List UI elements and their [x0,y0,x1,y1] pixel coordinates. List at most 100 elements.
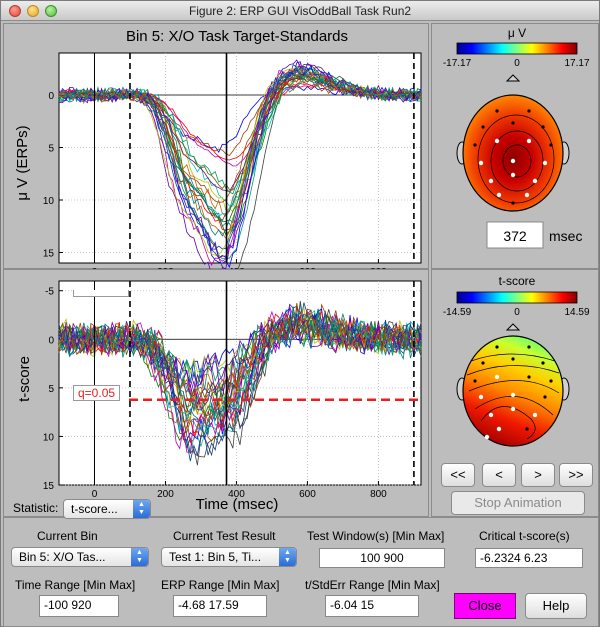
electrode-marker [495,109,499,113]
y-tick-label: 10 [43,196,55,207]
close-window-icon[interactable] [9,5,21,17]
electrode-marker [549,143,553,147]
electrode-marker [510,158,516,164]
electrode-marker [542,160,548,166]
close-button[interactable]: Close [454,593,516,619]
t-colorbar [456,291,578,304]
electrode-marker [478,394,484,400]
y-tick-label: 5 [48,144,54,155]
y-tick-label: 15 [43,249,55,260]
electrode-marker [541,125,545,129]
x-tick-label: 0 [92,489,98,500]
y-tick-label: 10 [43,432,55,443]
electrode-marker [532,178,538,184]
erp-colorbar-title: μ V [508,26,526,40]
electrode-marker [481,125,485,129]
electrode-marker [488,178,494,184]
y-tick-label: -5 [45,287,54,298]
erp-trace [58,62,422,267]
statistic-select[interactable]: t-score... ▲ ▼ [63,499,151,519]
statistic-label: Statistic: [13,501,59,515]
window-title: Figure 2: ERP GUI VisOddBall Task Run2 [188,4,412,18]
electrode-marker [494,138,500,144]
current-test-label: Current Test Result [173,529,276,543]
critical-t-label: Critical t-score(s) [479,529,570,543]
current-bin-value: Bin 5: X/O Tas... [19,550,106,564]
zoom-window-icon[interactable] [45,5,57,17]
electrode-marker [496,426,502,432]
electrode-marker [495,345,499,349]
critical-t-input[interactable]: -6.2324 6.23 [475,548,583,568]
electrode-marker [527,375,531,379]
statistic-select-value: t-score... [71,502,118,516]
x-tick-label: 800 [370,267,387,269]
erp-time-unit: msec [549,228,582,244]
current-test-select[interactable]: Test 1: Bin 5, Ti... ▲ ▼ [161,547,297,567]
t-trace [58,311,422,417]
threshold-label: q=0.05 [73,385,121,401]
erp-y-axis-label: μ V (ERPs) [14,125,31,200]
next-frame-button[interactable]: > [521,463,555,487]
t-colorbar-mid: 0 [514,307,520,318]
first-frame-button[interactable]: << [441,463,475,487]
erp-time-field[interactable] [486,221,544,249]
t-trace [58,319,422,397]
t-topomap: t-score -14.59 0 14.59 [443,274,590,447]
electrode-marker [473,143,477,147]
t-y-axis-label: t-score [16,356,33,402]
t-range-input[interactable]: -6.04 15 [325,595,419,617]
electrode-marker [496,192,502,198]
chevron-updown-icon: ▲ ▼ [131,548,148,566]
electrode-marker [524,192,530,198]
electrode-marker [481,361,485,365]
last-frame-button[interactable]: >> [559,463,593,487]
erp-range-input[interactable]: -4.68 17.59 [173,595,267,617]
clipped-annotation-box [73,290,129,297]
minimize-window-icon[interactable] [27,5,39,17]
erp-range-label: ERP Range [Min Max] [161,578,280,592]
x-tick-label: 800 [370,489,387,500]
y-tick-label: 15 [43,481,55,492]
t-trace [58,306,422,442]
electrode-marker [549,379,553,383]
help-button[interactable]: Help [525,593,587,619]
x-tick-label: 600 [299,489,316,500]
stop-animation-button[interactable]: Stop Animation [451,491,585,515]
time-range-input[interactable]: -100 920 [39,595,119,617]
x-tick-label: 200 [157,267,174,269]
plot-axes-box [58,52,422,264]
x-tick-label: 600 [299,267,316,269]
erp-colorbar-min: -17.17 [443,58,472,69]
electrode-marker [510,406,516,412]
erp-time-value: 372 [503,228,527,244]
t-x-axis-label: Time (msec) [196,496,279,513]
t-trace [58,311,422,441]
x-tick-label: 400 [228,489,245,500]
t-plot: t-score Time (msec) 0 200 400 600 800 -5 0 5 10 1… [16,280,422,513]
x-tick-label: 200 [157,489,174,500]
x-tick-label: 400 [228,267,245,269]
t-trace [58,308,422,435]
t-range-label: t/StdErr Range [Min Max] [305,578,440,592]
chevron-updown-icon: ▲ ▼ [279,548,296,566]
erp-plot: Bin 5: X/O Task Target-Standards μ V (ER… [14,28,422,269]
test-window-input[interactable]: 100 900 [319,548,445,568]
t-colorbar-max: 14.59 [564,307,589,318]
time-range-label: Time Range [Min Max] [15,578,136,592]
electrode-marker [527,345,531,349]
current-bin-select[interactable]: Bin 5: X/O Tas... ▲ ▼ [11,547,149,567]
t-trace [58,313,422,416]
current-test-value: Test 1: Bin 5, Ti... [169,550,262,564]
y-tick-label: 0 [48,335,54,346]
t-head-map [456,323,570,447]
prev-frame-button[interactable]: < [482,463,516,487]
title-bar: Figure 2: ERP GUI VisOddBall Task Run2 [1,1,599,21]
erp-head-map [456,74,570,212]
erp-trace [58,63,422,259]
electrode-marker [543,395,547,399]
t-colorbar-title: t-score [499,274,536,288]
erp-colorbar [456,42,578,55]
erp-trace [59,65,422,237]
electrode-marker [488,412,494,418]
